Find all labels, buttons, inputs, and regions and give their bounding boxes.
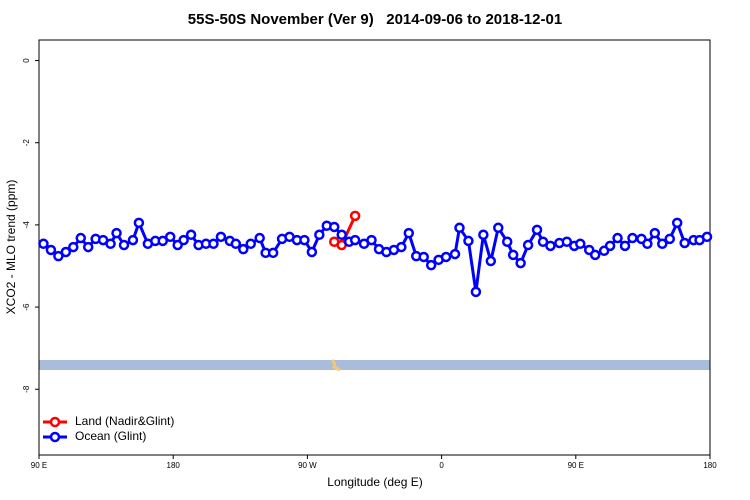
point (82, 241, 94, 253)
y-tick-label: -8 (22, 385, 31, 393)
point (679, 237, 690, 249)
point (425, 259, 437, 271)
point (133, 217, 145, 229)
point (485, 255, 497, 267)
point (589, 249, 601, 261)
legend-label: Land (Nadir&Glint) (75, 414, 174, 428)
point (215, 231, 227, 243)
point (454, 222, 465, 234)
point (38, 238, 49, 250)
point (612, 232, 623, 244)
point (60, 246, 72, 258)
y-tick-label: -2 (22, 139, 31, 147)
point (515, 257, 526, 269)
point (306, 246, 318, 258)
point (545, 240, 556, 252)
point (178, 234, 189, 246)
point (366, 234, 377, 246)
point (267, 247, 279, 259)
point (111, 227, 122, 239)
point (396, 241, 407, 253)
point (328, 221, 340, 233)
point (254, 232, 265, 244)
point (238, 243, 249, 255)
point (561, 236, 573, 247)
y-tick-label: -6 (22, 303, 31, 311)
point (403, 227, 415, 239)
point (463, 235, 474, 247)
point (537, 236, 549, 247)
point (531, 224, 543, 236)
point (68, 241, 79, 253)
point (185, 229, 197, 241)
surface-strip (39, 360, 710, 370)
x-axis-label: Longitude (deg E) (327, 475, 422, 489)
point (701, 231, 713, 243)
point (245, 238, 256, 250)
point (619, 240, 631, 252)
x-tick-label: 90 E (568, 461, 584, 470)
legend-label: Ocean (Glint) (75, 429, 146, 443)
point (418, 251, 429, 263)
strip-detail (330, 358, 341, 372)
point (440, 251, 452, 263)
point (493, 222, 504, 234)
x-tick-label: 90 W (298, 461, 317, 470)
legend-marker (49, 431, 61, 443)
point (664, 233, 675, 245)
point (671, 217, 683, 229)
point (627, 232, 638, 244)
point (127, 234, 139, 246)
x-tick-label: 180 (703, 461, 717, 470)
plot-frame (38, 39, 711, 456)
legend-marker (49, 416, 61, 428)
point (649, 227, 661, 239)
point (575, 238, 586, 250)
point (75, 232, 87, 244)
point (53, 250, 64, 262)
point (336, 229, 347, 241)
point (478, 229, 489, 241)
point (118, 239, 130, 251)
point (349, 234, 361, 246)
point (642, 238, 653, 250)
point (157, 235, 169, 247)
x-tick-label: 0 (439, 461, 444, 470)
point (105, 238, 116, 250)
point (657, 238, 668, 250)
x-tick-label: 90 E (31, 461, 47, 470)
point (299, 234, 310, 246)
y-tick-label: 0 (22, 58, 31, 63)
point (501, 236, 513, 247)
point (208, 238, 219, 250)
point (470, 286, 482, 298)
point (164, 231, 176, 243)
point (604, 240, 616, 252)
point (45, 244, 57, 256)
chart-title: 55S-50S November (Ver 9) 2014-09-06 to 2… (188, 11, 562, 28)
y-axis-label: XCO2 - MLO trend (ppm) (4, 180, 18, 315)
point (349, 210, 361, 222)
point (449, 248, 461, 260)
y-tick-label: -4 (22, 221, 31, 229)
point (507, 249, 519, 261)
point (314, 229, 325, 241)
x-tick-label: 180 (167, 461, 181, 470)
point (522, 239, 534, 251)
point (230, 238, 242, 250)
